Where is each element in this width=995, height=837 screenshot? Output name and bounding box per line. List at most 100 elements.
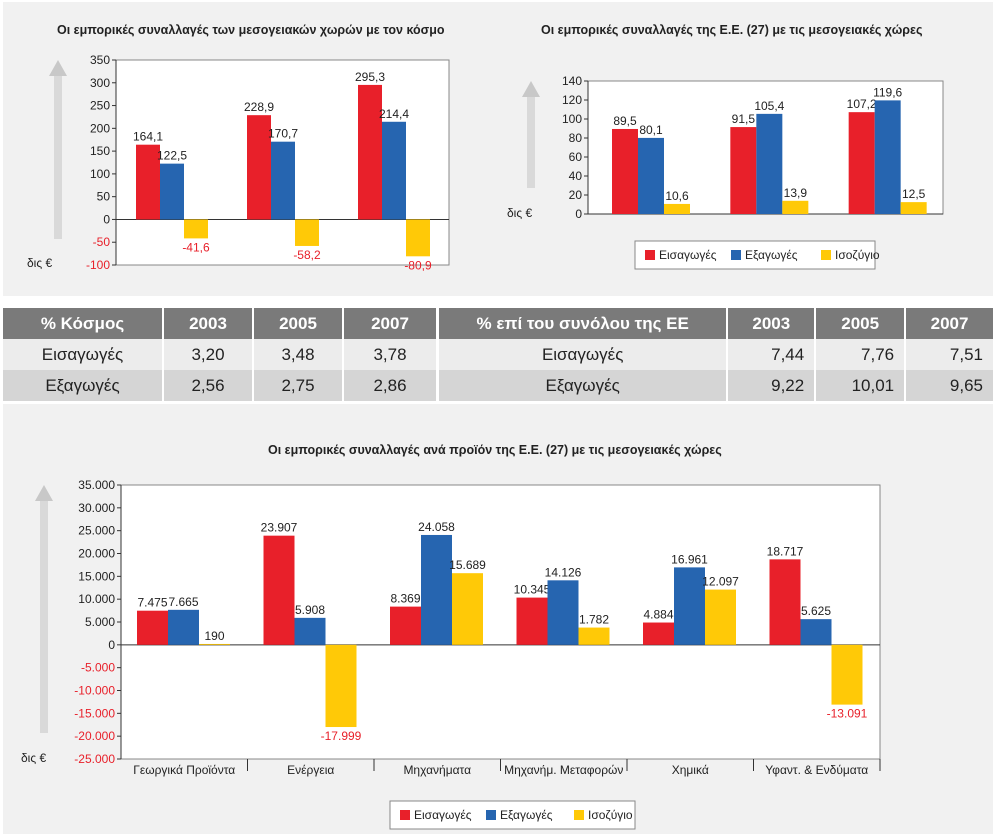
bar <box>406 219 430 257</box>
legend-swatch <box>400 810 410 820</box>
table-cell: 3,48 <box>252 339 343 370</box>
bar <box>137 610 168 645</box>
axis-arrow-shaft <box>527 95 535 188</box>
table-cell: 7,44 <box>726 339 816 370</box>
legend-label: Ισοζύγιο <box>835 248 880 262</box>
legend-swatch <box>731 250 741 260</box>
table-header: 2007 <box>904 308 993 339</box>
data-label: 170,7 <box>268 127 298 141</box>
y-tick-label: 200 <box>90 121 110 135</box>
bar <box>848 112 875 214</box>
table-header: 2005 <box>814 308 906 339</box>
data-label: 89,5 <box>613 114 637 128</box>
bar <box>900 202 927 214</box>
data-label: 15.689 <box>449 558 486 572</box>
y-tick-label: -15.000 <box>74 706 115 720</box>
category-label: Γεωργικά Προϊόντα <box>133 763 235 777</box>
y-tick-label: 150 <box>90 144 110 158</box>
bar <box>199 643 230 645</box>
bar <box>638 137 664 214</box>
bar <box>674 567 705 645</box>
data-label: -13.091 <box>827 707 868 721</box>
table-header: % επί του συνόλου της ΕΕ <box>436 308 728 339</box>
legend-label: Εξαγωγές <box>745 248 798 262</box>
y-tick-label: 0 <box>575 207 582 221</box>
data-label: -41,6 <box>182 240 210 254</box>
bar <box>160 163 184 220</box>
y-tick-label: -5.000 <box>81 661 115 675</box>
y-tick-label: 35.000 <box>78 478 115 492</box>
table-header: 2003 <box>726 308 816 339</box>
table-header: 2007 <box>342 308 436 339</box>
category-label: Μηχανήμ. Μεταφορών <box>504 763 623 777</box>
bar <box>831 644 863 705</box>
y-axis-label: δις € <box>27 256 52 270</box>
data-label: 16.961 <box>671 552 708 566</box>
data-label: -17.999 <box>321 729 362 743</box>
table-cell: 10,01 <box>814 370 906 401</box>
table-header: 2003 <box>162 308 253 339</box>
legend-label: Εισαγωγές <box>414 808 472 822</box>
eu-share-table: % επί του συνόλου της ΕΕ 2003 2005 2007 … <box>436 308 993 401</box>
y-tick-label: 0 <box>108 638 115 652</box>
y-tick-label: 20 <box>569 188 583 202</box>
data-label: 295,3 <box>355 70 385 84</box>
legend-swatch <box>645 250 655 260</box>
y-tick-label: 15.000 <box>78 569 115 583</box>
category-label: Ενέργεια <box>287 763 334 777</box>
bar <box>782 200 809 214</box>
data-label: 8.369 <box>390 592 420 606</box>
y-axis-label: δις € <box>21 751 46 765</box>
data-label: 12.097 <box>702 575 739 589</box>
axis-arrow-icon <box>49 60 67 76</box>
y-tick-label: 300 <box>90 76 110 90</box>
bar <box>382 121 406 220</box>
y-tick-label: 50 <box>97 190 111 204</box>
data-label: 4.884 <box>643 608 673 622</box>
bar <box>247 115 271 220</box>
bar <box>136 144 160 220</box>
bar <box>664 203 690 214</box>
legend-label: Εξαγωγές <box>500 808 553 822</box>
data-label: 1.782 <box>579 613 609 627</box>
table-cell: Εξαγωγές <box>436 370 728 401</box>
table-cell: 3,20 <box>162 339 253 370</box>
data-label: 10.345 <box>514 583 551 597</box>
table-cell: 9,22 <box>726 370 816 401</box>
legend-swatch <box>486 810 496 820</box>
data-label: 18.717 <box>767 544 804 558</box>
data-label: 14.126 <box>545 565 582 579</box>
y-tick-label: 250 <box>90 99 110 113</box>
data-label: -58,2 <box>293 248 321 262</box>
data-label: 190 <box>204 629 224 643</box>
legend-box <box>634 240 876 270</box>
table-cell: 7,51 <box>904 339 993 370</box>
data-label: 80,1 <box>639 123 663 137</box>
y-tick-label: 10.000 <box>78 592 115 606</box>
y-tick-label: 80 <box>569 131 583 145</box>
data-label: 10,6 <box>665 189 689 203</box>
bar <box>168 609 199 645</box>
bar <box>271 141 295 220</box>
legend-swatch <box>574 810 584 820</box>
bar <box>184 219 208 239</box>
category-label: Υφαντ. & Ενδύματα <box>765 763 868 777</box>
bar <box>263 535 295 645</box>
y-tick-label: -100 <box>86 258 110 272</box>
table-cell: Εξαγωγές <box>3 370 163 401</box>
legend-label: Εισαγωγές <box>659 248 717 262</box>
product-chart-panel: Οι εμπορικές συναλλαγές ανά προϊόν της Ε… <box>3 404 993 834</box>
y-tick-label: -50 <box>93 235 111 249</box>
y-tick-label: 0 <box>103 212 110 226</box>
data-label: 105,4 <box>754 99 784 113</box>
table-cell: 3,78 <box>342 339 436 370</box>
world-share-table: % Κόσμος 2003 2005 2007 Εισαγωγές 3,20 3… <box>3 308 436 401</box>
axis-arrow-shaft <box>54 74 62 239</box>
data-label: 12,5 <box>902 187 926 201</box>
bar <box>874 100 901 214</box>
product-trade-chart: 35.000 30.000 25.000 20.000 15.000 10.000 5.00… <box>21 478 881 830</box>
bar <box>612 128 638 214</box>
bar <box>705 589 736 645</box>
data-label: 214,4 <box>379 107 409 121</box>
table-cell: 2,56 <box>162 370 253 401</box>
